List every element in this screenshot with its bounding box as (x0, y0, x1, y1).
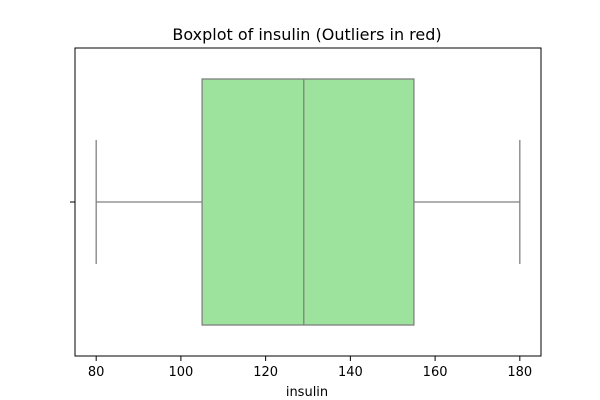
plot-area (95, 78, 521, 326)
x-axis-ticks: 80 100 120 140 160 180 (88, 356, 532, 380)
x-tick-label: 140 (338, 365, 363, 380)
x-tick-label: 160 (423, 365, 448, 380)
x-tick-label: 180 (507, 365, 532, 380)
iqr-box (201, 78, 415, 326)
x-tick-label: 100 (168, 365, 193, 380)
x-tick-label: 120 (253, 365, 278, 380)
chart-title: Boxplot of insulin (Outliers in red) (172, 25, 441, 44)
x-tick-label: 80 (88, 365, 105, 380)
x-axis-label: insulin (286, 385, 328, 400)
